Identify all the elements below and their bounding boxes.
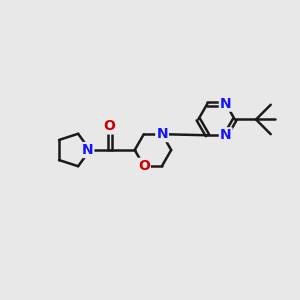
Text: N: N: [82, 143, 93, 157]
Text: O: O: [104, 119, 116, 134]
Text: N: N: [156, 127, 168, 141]
Text: O: O: [138, 159, 150, 173]
Text: N: N: [220, 97, 232, 111]
Text: N: N: [220, 128, 232, 142]
